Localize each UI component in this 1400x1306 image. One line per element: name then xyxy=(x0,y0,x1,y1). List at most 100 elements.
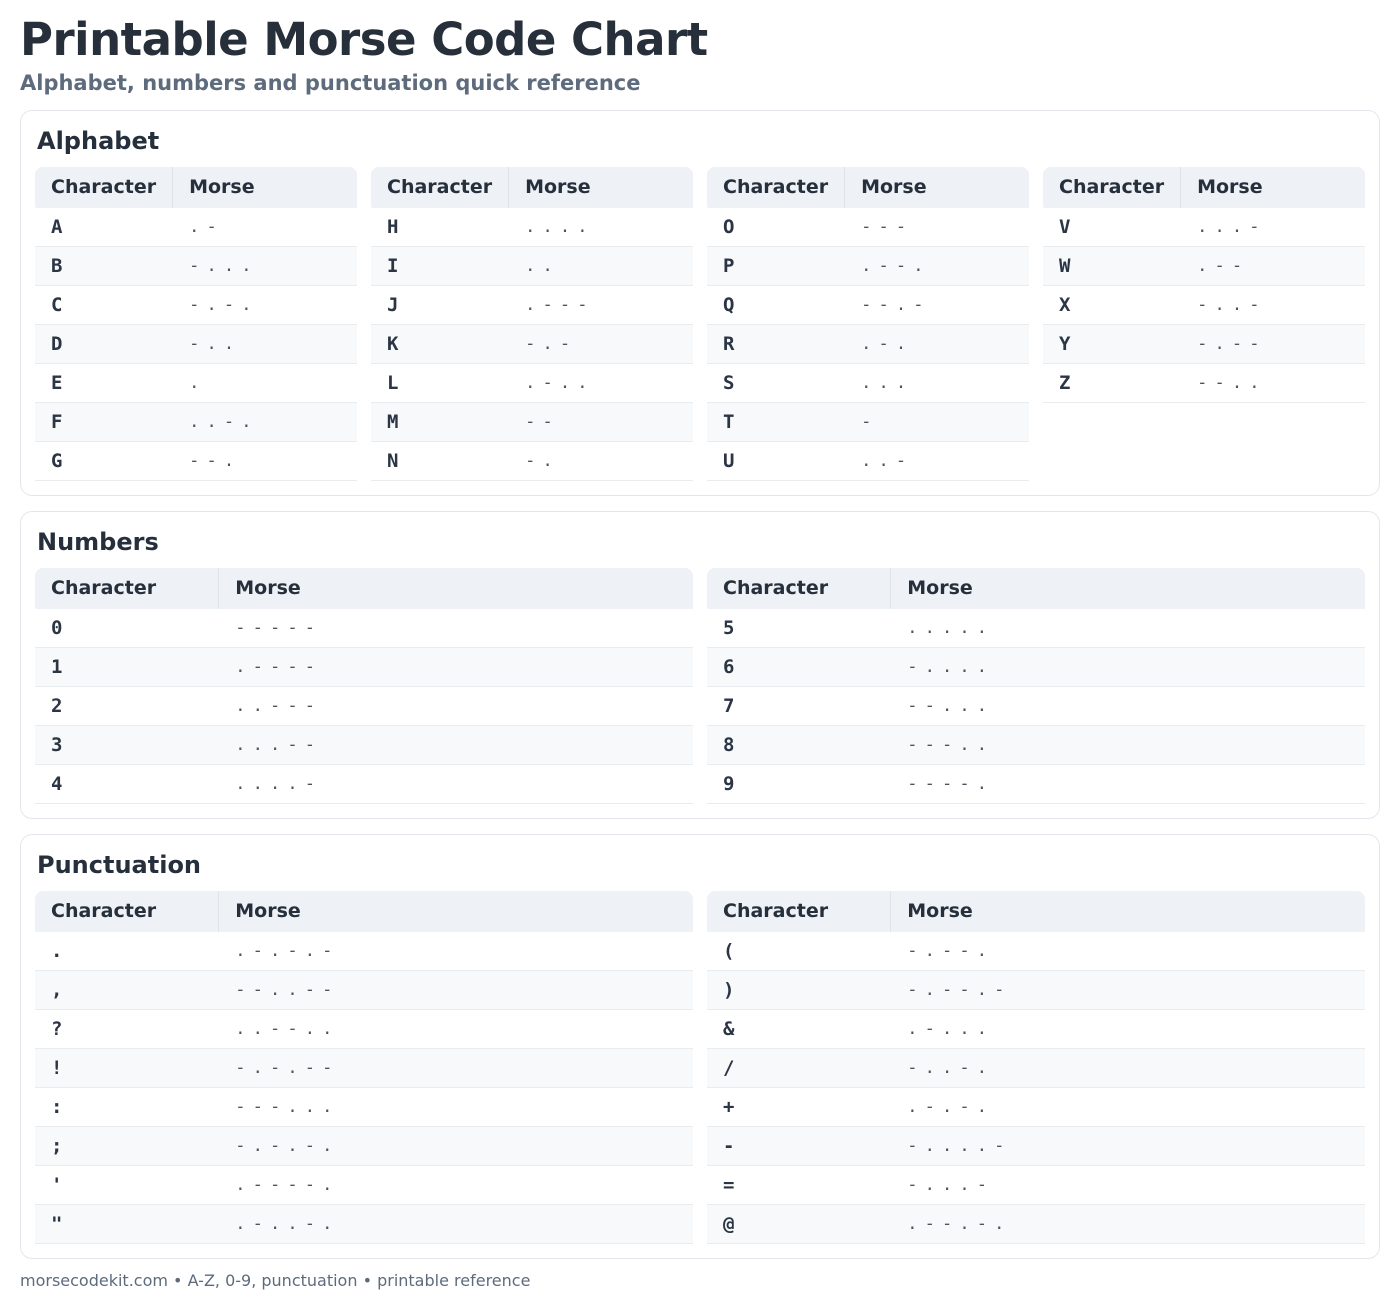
character-cell: I xyxy=(371,245,510,285)
morse-cell: --.- xyxy=(845,284,1029,324)
character-cell: ! xyxy=(35,1047,220,1087)
morse-cell: ..... xyxy=(907,617,995,638)
table-row: A .- xyxy=(35,208,357,246)
morse-cell: --..-- xyxy=(219,969,693,1009)
column-header-morse: Morse xyxy=(219,567,693,609)
morse-cell: -.-. xyxy=(173,284,357,324)
morse-cell: .-..-. xyxy=(219,1203,693,1244)
morse-cell: -....- xyxy=(891,1125,1365,1165)
character-cell: R xyxy=(707,323,846,363)
morse-cell: ..--.. xyxy=(219,1008,693,1048)
punctuation-section-title: Punctuation xyxy=(37,850,202,879)
table-row: G --. xyxy=(35,440,357,481)
character-cell: K xyxy=(371,323,510,363)
morse-table: Character Morse 5..... 6 -.... 7 --... 8 ---.. 9-… xyxy=(707,567,1365,804)
table-row: - -....- xyxy=(707,1125,1365,1165)
morse-cell: .. xyxy=(509,245,693,285)
table-row: S... xyxy=(707,362,1029,402)
character-cell: @ xyxy=(707,1203,892,1244)
character-cell: D xyxy=(35,323,174,363)
morse-cell: ----- xyxy=(235,617,323,638)
morse-cell: ...- xyxy=(1197,216,1267,237)
morse-cell: ..-. xyxy=(173,401,357,441)
table-row: 6 -.... xyxy=(707,646,1365,686)
character-cell: C xyxy=(35,284,174,324)
table-row: P .--. xyxy=(707,245,1029,285)
punctuation-tables: Character Morse. .-.-.-, --..--? ..--..! -.-.… xyxy=(35,890,1365,1244)
table-row: 4 ....- xyxy=(35,763,693,804)
table-row: W .-- xyxy=(1043,245,1365,285)
morse-cell: . xyxy=(173,362,357,402)
character-cell: " xyxy=(35,1203,220,1244)
page-title: Printable Morse Code Chart xyxy=(20,13,708,66)
character-cell: 9 xyxy=(707,763,892,804)
numbers-section: Numbers Character Morse 0 ----- 1 .---- 2 ..---… xyxy=(20,510,1380,819)
morse-cell: --... xyxy=(891,685,1365,725)
morse-cell: ..--- xyxy=(219,685,693,725)
morse-table: Character Morse H.... I.. J .--- K -.- L .-.. M -- N… xyxy=(371,166,693,481)
table-row: Q --.- xyxy=(707,284,1029,324)
morse-cell: - xyxy=(845,401,1029,441)
column-header-character: Character xyxy=(707,890,892,932)
morse-cell: -.-.-. xyxy=(219,1125,693,1165)
morse-cell: -- xyxy=(509,401,693,441)
table-row: 9 ----. xyxy=(707,763,1365,804)
table-row: 7 --... xyxy=(707,685,1365,725)
character-cell: N xyxy=(371,440,510,481)
table-row: 2 ..--- xyxy=(35,685,693,725)
table-row: M -- xyxy=(371,401,693,441)
table-row: V ...- xyxy=(1043,208,1365,246)
table-row: ? ..--.. xyxy=(35,1008,693,1048)
table-row: ; -.-.-. xyxy=(35,1125,693,1165)
table-row: " .-..-. xyxy=(35,1203,693,1244)
column-header-character: Character xyxy=(707,166,846,208)
morse-table: Character Morse. .-.-.-, --..--? ..--..! -.-.… xyxy=(35,890,693,1244)
character-cell: ) xyxy=(707,969,892,1009)
morse-cell: .--- xyxy=(509,284,693,324)
morse-cell: ..- xyxy=(845,440,1029,481)
morse-cell: .----. xyxy=(219,1164,693,1204)
character-cell: ; xyxy=(35,1125,220,1165)
character-cell: S xyxy=(707,362,846,402)
character-cell: L xyxy=(371,362,510,402)
page-subtitle: Alphabet, numbers and punctuation quick … xyxy=(20,70,641,95)
table-header-row: Character Morse xyxy=(371,166,693,208)
column-header-character: Character xyxy=(707,567,892,609)
character-cell: E xyxy=(35,362,174,402)
character-cell: = xyxy=(707,1164,892,1204)
numbers-section-title: Numbers xyxy=(37,527,159,556)
table-header-row: Character Morse xyxy=(35,166,357,208)
table-row: T- xyxy=(707,401,1029,441)
character-cell: ( xyxy=(723,939,735,962)
morse-cell: .-.-. xyxy=(891,1086,1365,1126)
morse-cell: -... xyxy=(173,245,357,285)
character-cell: , xyxy=(35,969,220,1009)
column-header-morse: Morse xyxy=(845,166,1029,208)
table-row: 3 ...-- xyxy=(35,724,693,764)
morse-cell: .-- xyxy=(1181,245,1365,285)
morse-cell: ....- xyxy=(219,763,693,804)
table-row: Z --.. xyxy=(1043,362,1365,403)
table-header-row: Character Morse xyxy=(707,567,1365,609)
table-row: : ---... xyxy=(35,1086,693,1126)
column-header-morse: Morse xyxy=(891,567,1365,609)
character-cell: 4 xyxy=(35,763,220,804)
morse-cell: -..-. xyxy=(891,1047,1365,1087)
character-cell: X xyxy=(1043,284,1182,324)
punctuation-section: Punctuation Character Morse. .-.-.-, --..--… xyxy=(20,833,1380,1259)
morse-cell: --. xyxy=(173,440,357,481)
morse-cell: ---.. xyxy=(891,724,1365,764)
morse-cell: -.. xyxy=(173,323,357,363)
character-cell: Q xyxy=(707,284,846,324)
table-row: Y -.-- xyxy=(1043,323,1365,363)
column-header-morse: Morse xyxy=(1181,166,1365,208)
character-cell: + xyxy=(707,1086,892,1126)
character-cell: F xyxy=(35,401,174,441)
alphabet-section-title: Alphabet xyxy=(37,126,160,155)
character-cell: U xyxy=(707,440,846,481)
character-cell: V xyxy=(1059,215,1071,238)
morse-table: Character Morse 0 ----- 1 .---- 2 ..--- 3 ...-- 4.… xyxy=(35,567,693,804)
morse-table: Character Morse(-.--.) -.--.- & .-... / -..-. +… xyxy=(707,890,1365,1244)
column-header-character: Character xyxy=(1043,166,1182,208)
table-row: ! -.-.-- xyxy=(35,1047,693,1087)
